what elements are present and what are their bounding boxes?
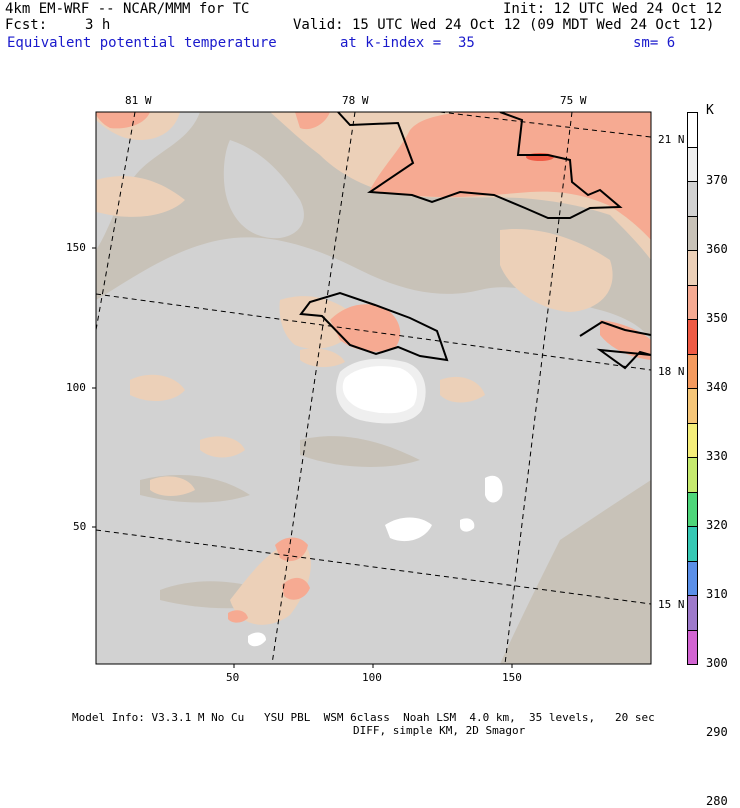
colorbar-swatch — [687, 181, 698, 217]
field-name: Equivalent potential temperature — [7, 35, 277, 51]
x-tick-label-50: 50 — [226, 671, 240, 684]
y-tick-label-50: 50 — [73, 520, 87, 533]
colorbar-level-label: 370 — [706, 173, 728, 187]
colorbar-swatch — [687, 560, 698, 596]
y-tick-label-150: 150 — [66, 241, 86, 254]
parallel-15n — [96, 529, 651, 605]
field-peach-spot-3 — [150, 476, 195, 496]
field-salmon-nw — [96, 112, 150, 129]
colorbar-swatch — [687, 146, 698, 182]
colorbar-swatch — [687, 353, 698, 389]
coastline-cuba — [337, 112, 623, 219]
colorbar-level-label: 360 — [706, 242, 728, 256]
coastline-hispaniola — [579, 320, 651, 370]
field-peach-south — [230, 540, 311, 625]
meridian-75w — [504, 112, 573, 664]
field-peach-spot-4 — [440, 376, 485, 403]
smoothing-value: sm= 6 — [633, 35, 676, 51]
meridian-81w — [96, 112, 136, 331]
field-peach-spot-1 — [130, 374, 185, 402]
field-peach-spot-5 — [300, 348, 345, 368]
field-salmon-south-2 — [282, 577, 310, 600]
lat-label-21n: 21 N — [658, 133, 685, 146]
field-salmon-south-1 — [275, 537, 308, 562]
colorbar-swatch — [687, 250, 698, 286]
model-info: Model Info: V3.3.1 M No Cu YSU PBL WSM 6… — [72, 711, 655, 724]
colorbar-swatch — [687, 457, 698, 493]
coastlines — [299, 112, 651, 370]
colorbar-unit: K — [706, 103, 714, 118]
forecast-label: Fcst: — [5, 17, 48, 33]
y-tick-label-100: 100 — [66, 381, 86, 394]
graticule — [96, 112, 651, 664]
colorbar-level-label: 300 — [706, 656, 728, 670]
forecast-hours: 3 h — [85, 17, 111, 33]
field-white-spot-1 — [385, 517, 432, 542]
colorbar-level-label: 330 — [706, 449, 728, 463]
x-tick-label-100: 100 — [362, 671, 382, 684]
colorbar-level-label: 280 — [706, 794, 728, 808]
parallel-18n — [96, 293, 651, 371]
colorbar-swatch — [687, 284, 698, 320]
map-plot — [92, 111, 652, 668]
colorbar-swatch — [687, 491, 698, 527]
lat-label-18n: 18 N — [658, 365, 685, 378]
init-time: Init: 12 UTC Wed 24 Oct 12 — [503, 1, 723, 17]
field-gray-blob — [223, 140, 304, 239]
lat-label-15n: 15 N — [658, 598, 685, 611]
x-tick-label-150: 150 — [502, 671, 522, 684]
colorbar-swatch — [687, 629, 698, 665]
model-info-line2: DIFF, simple KM, 2D Smagor — [353, 724, 526, 737]
field-salmon-center — [330, 304, 401, 352]
field-tan-streak-2 — [300, 436, 420, 467]
colorbar-level-label: 340 — [706, 380, 728, 394]
field-white-core — [342, 366, 418, 414]
axis-ticks — [92, 247, 513, 668]
field-white-spot-2 — [485, 475, 503, 503]
valid-time: Valid: 15 UTC Wed 24 Oct 12 (09 MDT Wed … — [293, 17, 715, 33]
colorbar-swatch — [687, 319, 698, 355]
field-white-spot-3 — [248, 632, 266, 647]
meridian-78w — [271, 112, 356, 664]
k-index: at k-index = 35 — [340, 35, 475, 51]
theta-e-field — [96, 112, 651, 664]
coastline-jamaica — [299, 291, 449, 362]
field-salmon-east — [600, 320, 651, 360]
model-title: 4km EM-WRF -- NCAR/MMM for TC — [5, 1, 250, 17]
lon-label-81w: 81 W — [125, 94, 152, 107]
field-peach-east — [500, 229, 613, 312]
field-salmon-north — [370, 112, 651, 240]
field-peach-spot-2 — [200, 436, 245, 458]
field-gray-nw — [96, 112, 200, 250]
colorbar-swatch — [687, 422, 698, 458]
colorbar-swatch — [687, 595, 698, 631]
colorbar-level-label: 350 — [706, 311, 728, 325]
lon-label-78w: 78 W — [342, 94, 369, 107]
colorbar-swatch — [687, 215, 698, 251]
colorbar-level-label: 320 — [706, 518, 728, 532]
colorbar-swatch — [687, 526, 698, 562]
colorbar-swatch — [687, 112, 698, 148]
colorbar-swatch — [687, 388, 698, 424]
field-white-spot-4 — [460, 518, 475, 532]
colorbar-level-label: 290 — [706, 725, 728, 739]
field-salmon-top — [295, 112, 330, 130]
colorbar-level-label: 310 — [706, 587, 728, 601]
field-peach-west — [96, 176, 185, 217]
lon-label-75w: 75 W — [560, 94, 587, 107]
field-salmon-south-3 — [228, 610, 248, 623]
